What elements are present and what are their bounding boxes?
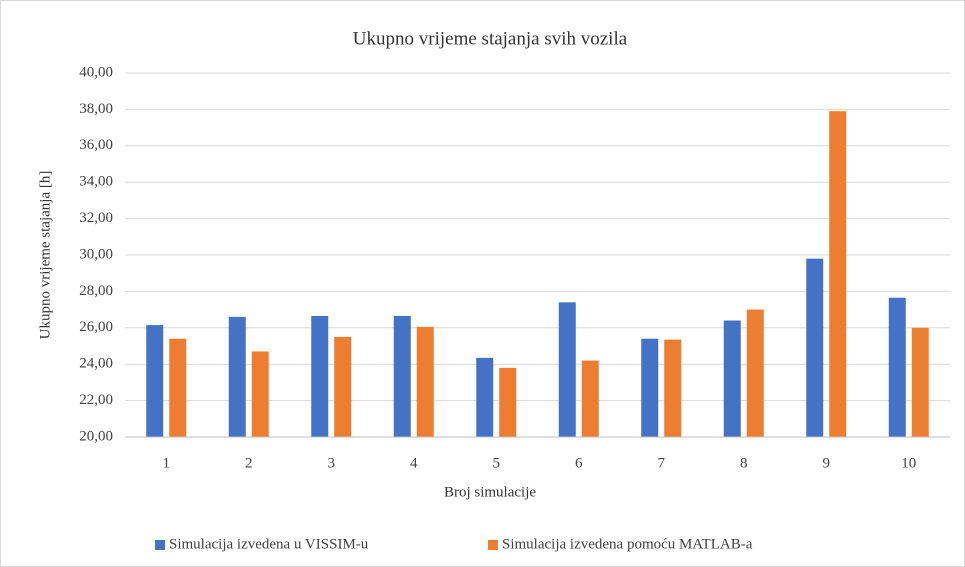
y-tick-label: 40,00: [79, 64, 113, 80]
x-tick-label: 9: [823, 455, 831, 471]
y-tick-label: 34,00: [79, 174, 113, 190]
bar: [664, 339, 682, 437]
x-tick-label: 4: [410, 455, 418, 471]
x-tick-label: 2: [245, 455, 253, 471]
bar: [416, 326, 434, 437]
bar: [888, 297, 906, 437]
x-tick-label: 6: [575, 455, 583, 471]
bar: [911, 327, 929, 437]
x-tick-label: 3: [328, 455, 336, 471]
chart-title: Ukupno vrijeme stajanja svih vozila: [353, 28, 628, 49]
bar: [641, 338, 659, 437]
x-tick-label: 10: [901, 455, 916, 471]
y-tick-label: 36,00: [79, 137, 113, 153]
bar: [146, 325, 164, 437]
legend-label: Simulacija izvedena pomoću MATLAB-a: [502, 536, 753, 552]
legend-label: Simulacija izvedena u VISSIM-u: [169, 536, 369, 552]
x-tick-label: 5: [493, 455, 501, 471]
legend-swatch: [155, 540, 165, 550]
y-tick-label: 20,00: [79, 428, 113, 444]
bar: [746, 309, 764, 437]
y-tick-label: 32,00: [79, 210, 113, 226]
y-tick-label: 22,00: [79, 392, 113, 408]
legend-swatch: [488, 540, 498, 550]
bar: [393, 315, 411, 437]
bar: [228, 316, 246, 437]
bar: [476, 357, 494, 437]
x-tick-label: 1: [163, 455, 171, 471]
x-tick-label: 7: [658, 455, 666, 471]
bar: [499, 367, 517, 437]
y-axis-title: Ukupno vrijeme stajanja [h]: [37, 171, 53, 340]
bar: [169, 338, 187, 437]
y-tick-label: 38,00: [79, 101, 113, 117]
x-axis-title: Broj simulacije: [444, 484, 536, 500]
bar: [806, 258, 824, 437]
bar: [251, 351, 269, 437]
y-tick-label: 28,00: [79, 283, 113, 299]
bar: [723, 320, 741, 437]
y-tick-label: 26,00: [79, 319, 113, 335]
y-tick-label: 30,00: [79, 246, 113, 262]
bar: [581, 360, 599, 437]
y-tick-label: 24,00: [79, 356, 113, 372]
bar: [558, 302, 576, 437]
bar: [311, 315, 329, 437]
x-tick-label: 8: [740, 455, 748, 471]
bar: [334, 336, 352, 437]
bar: [829, 111, 847, 437]
